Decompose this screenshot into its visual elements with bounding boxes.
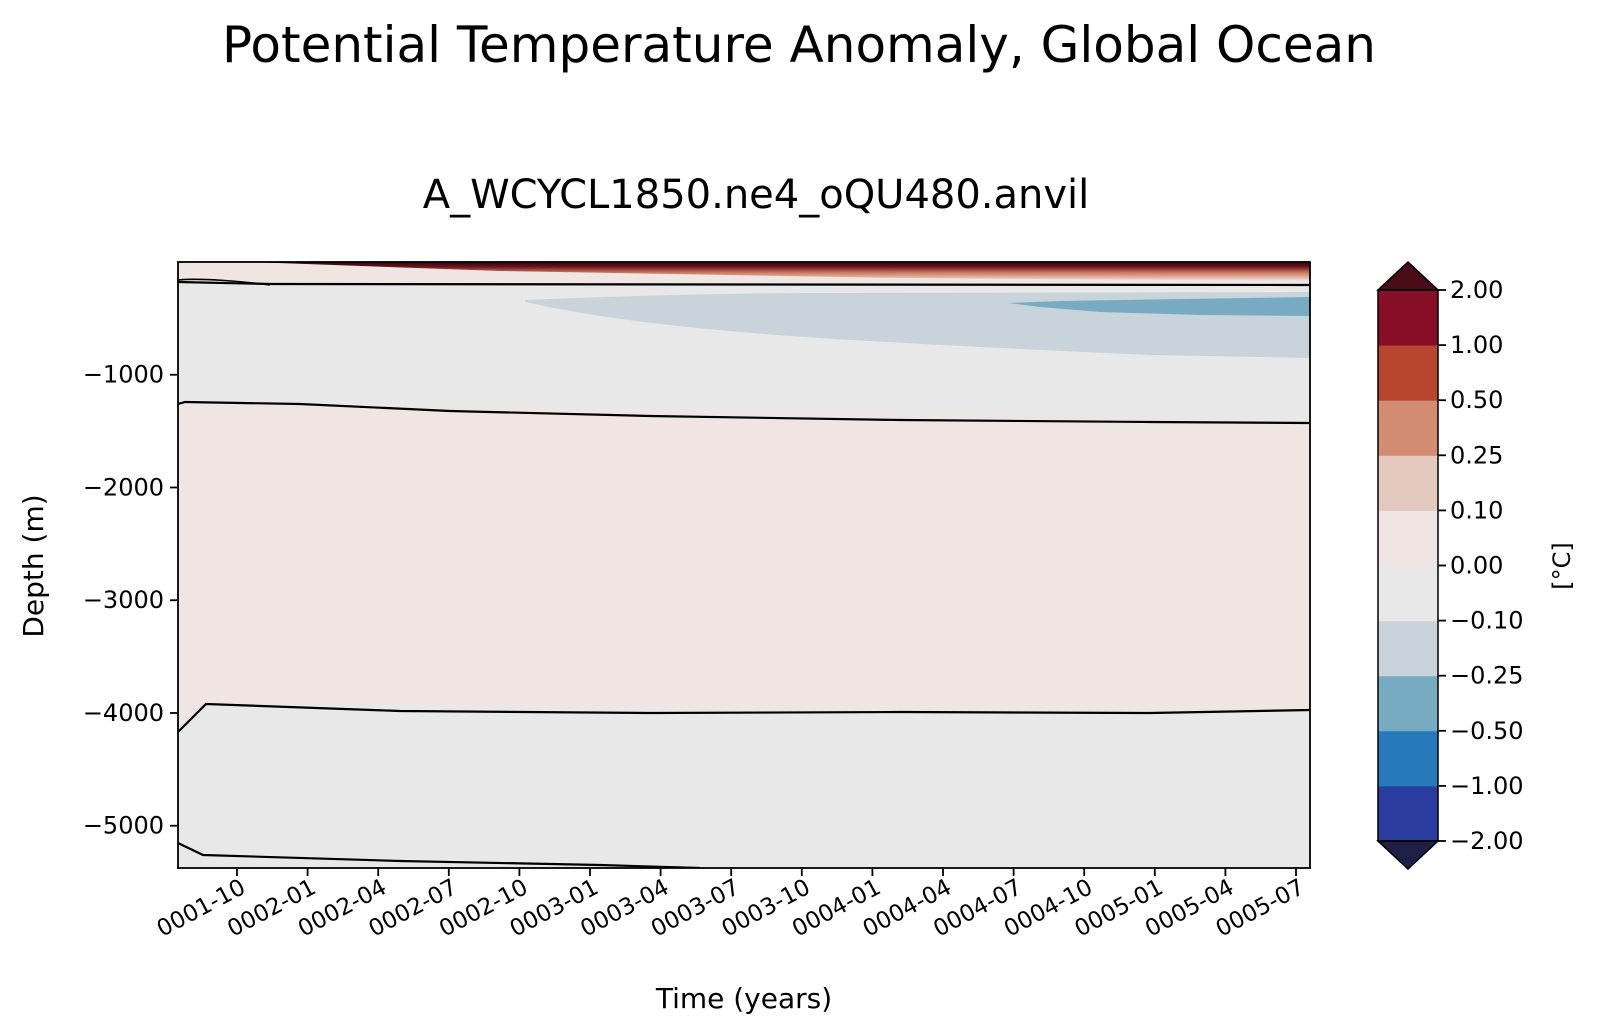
surface-contour-wisp — [178, 278, 271, 286]
colorbar-segment — [1378, 455, 1438, 511]
zero-contours — [178, 280, 1310, 868]
colorbar-tick-label: −2.00 — [1450, 827, 1524, 855]
colorbar-segment — [1378, 785, 1438, 842]
colorbar-segment — [1378, 730, 1438, 787]
y-axis-label: Depth (m) — [17, 494, 50, 637]
x-axis: 0001-100002-010002-040002-070002-100003-… — [153, 868, 1309, 942]
colorbar-tick-label: 0.00 — [1450, 552, 1503, 580]
colorbar-extend-high — [1376, 260, 1440, 291]
colorbar-label: [°C] — [1548, 542, 1576, 589]
colorbar-segment — [1378, 620, 1438, 677]
colorbar-tick-label: 1.00 — [1450, 331, 1503, 359]
colorbar-segment — [1378, 345, 1438, 401]
colorbar: −2.00 −1.00 −0.50 −0.25 −0.10 0.00 0.10 0.25 0.5… — [1376, 260, 1524, 871]
plot-frame — [177, 261, 1311, 869]
plot-area — [178, 262, 1310, 868]
chart-title: Potential Temperature Anomaly, Global Oc… — [222, 16, 1376, 74]
colorbar-segment — [1378, 400, 1438, 456]
colorbar-tick-label: −0.50 — [1450, 717, 1524, 745]
colorbar-segment — [1378, 510, 1438, 566]
colorbar-tick-label: −0.10 — [1450, 607, 1524, 635]
y-tick-label: −1000 — [83, 361, 164, 389]
y-tick-label: −4000 — [83, 699, 164, 727]
zero-contour-deep — [178, 702, 1310, 733]
y-tick-label: −3000 — [83, 586, 164, 614]
colorbar-tick-label: 0.10 — [1450, 496, 1503, 524]
y-axis: −1000 −2000 −3000 −4000 −5000 — [83, 361, 178, 840]
positive-anomaly-band — [178, 402, 1310, 732]
chart-subtitle: A_WCYCL1850.ne4_oQU480.anvil — [423, 172, 1090, 218]
colorbar-extend-low — [1376, 840, 1440, 871]
surface-warm-gradient — [250, 262, 1310, 281]
colorbar-tick-label: −0.25 — [1450, 662, 1524, 690]
cooler-anomaly-region — [1008, 297, 1310, 316]
x-axis-label: Time (years) — [655, 982, 832, 1015]
colorbar-tick-label: 0.50 — [1450, 386, 1503, 414]
zero-contour-surface — [178, 280, 1310, 287]
colorbar-segment — [1378, 675, 1438, 732]
zero-contour-bottom — [178, 842, 701, 868]
colorbar-tick-label: 0.25 — [1450, 441, 1503, 469]
zero-contour-upper — [178, 400, 1310, 425]
colorbar-segment — [1378, 290, 1438, 346]
y-tick-label: −2000 — [83, 473, 164, 501]
colorbar-tick-label: −1.00 — [1450, 772, 1524, 800]
colorbar-segment — [1378, 565, 1438, 622]
y-tick-label: −5000 — [83, 812, 164, 840]
colorbar-tick-label: 2.00 — [1450, 276, 1503, 304]
